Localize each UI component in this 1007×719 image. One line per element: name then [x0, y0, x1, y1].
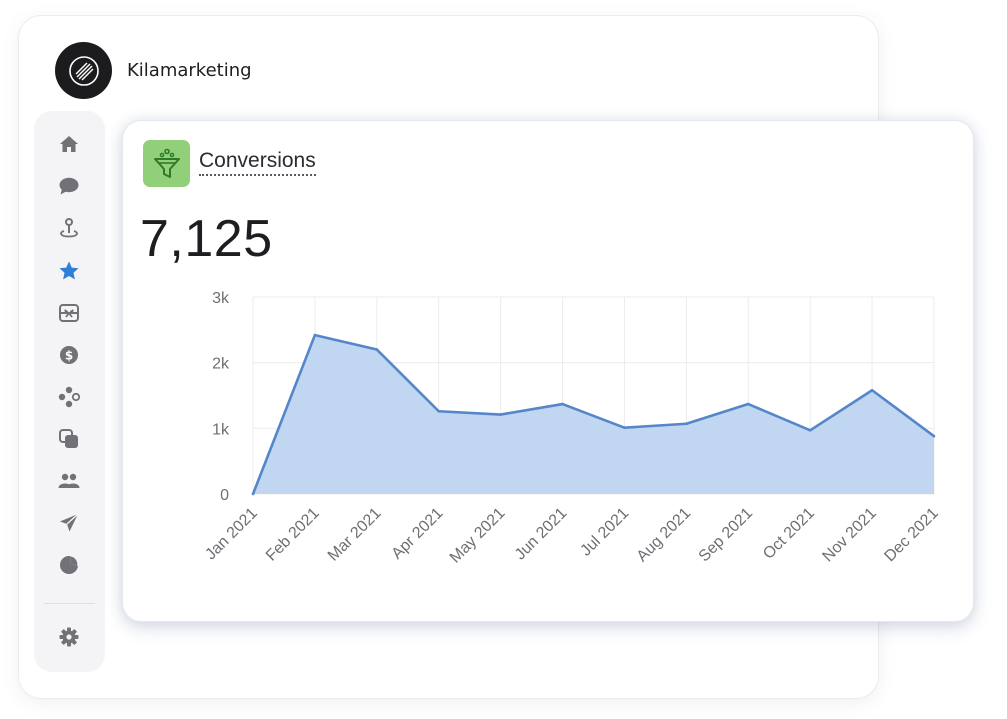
location-pin-icon — [60, 218, 78, 238]
x-tick-label: Oct 2021 — [760, 505, 818, 563]
home-icon — [60, 136, 78, 152]
data-point — [499, 413, 502, 416]
sidebar-item-billing[interactable]: $ — [57, 343, 81, 367]
data-point — [870, 388, 874, 392]
data-point — [685, 422, 688, 426]
gift-card-icon — [59, 304, 79, 322]
conversions-card: Conversions 7,125 0 1k 2k 3k Jan 2021 Feb 202… — [123, 121, 973, 621]
x-tick-label: Aug 2021 — [634, 505, 695, 566]
y-tick-label: 0 — [220, 487, 229, 504]
data-point — [808, 429, 812, 432]
y-tick-label: 3k — [212, 290, 230, 307]
x-tick-label: Jan 2021 — [202, 505, 261, 564]
conversions-chart: 0 1k 2k 3k Jan 2021 Feb 2021 Mar 2021 Apr 2021 M… — [202, 290, 942, 567]
data-point — [623, 426, 626, 429]
x-tick-label: May 2021 — [447, 505, 509, 567]
brand: Kilamarketing — [55, 42, 252, 99]
funnel-icon — [153, 148, 180, 178]
data-point — [437, 409, 441, 413]
card-icon — [143, 140, 190, 187]
sidebar-item-integrations[interactable] — [57, 385, 81, 409]
x-tick-label: Feb 2021 — [263, 505, 323, 565]
data-point — [746, 402, 750, 406]
sidebar-item-settings[interactable] — [57, 625, 81, 649]
star-icon — [59, 261, 79, 280]
send-icon — [60, 513, 79, 532]
pages-icon — [59, 429, 78, 448]
integrations-icon — [58, 386, 81, 408]
x-tick-label: Sep 2021 — [696, 505, 757, 566]
sidebar-item-favorites[interactable] — [57, 259, 81, 283]
brand-name: Kilamarketing — [127, 60, 252, 81]
brand-logo[interactable] — [55, 42, 112, 99]
sidebar-item-chat[interactable] — [57, 174, 81, 198]
sidebar-item-reports[interactable] — [57, 553, 81, 577]
x-tick-label: Mar 2021 — [325, 505, 385, 565]
sidebar-item-location[interactable] — [57, 216, 81, 240]
series-line — [251, 333, 935, 495]
logo-icon — [68, 55, 99, 86]
data-point — [375, 348, 379, 351]
series-area — [253, 335, 934, 494]
x-tick-label: Jul 2021 — [577, 505, 632, 560]
sidebar-item-pages[interactable] — [57, 427, 81, 451]
svg-text:$: $ — [65, 349, 73, 363]
y-tick-label: 2k — [212, 356, 230, 373]
users-icon — [58, 473, 80, 488]
sidebar-item-campaigns[interactable] — [57, 511, 81, 535]
x-tick-label: Dec 2021 — [881, 505, 942, 566]
sidebar-item-gift-card[interactable] — [57, 301, 81, 325]
y-tick-label: 1k — [212, 421, 230, 438]
data-point — [561, 402, 564, 406]
card-title[interactable]: Conversions — [199, 149, 316, 176]
x-tick-label: Nov 2021 — [819, 505, 880, 566]
x-tick-label: Apr 2021 — [389, 505, 447, 563]
sidebar-item-home[interactable] — [57, 132, 81, 156]
data-point — [251, 492, 255, 496]
conversions-value: 7,125 — [140, 210, 273, 268]
sidebar: $ — [34, 111, 105, 672]
sidebar-item-users[interactable] — [57, 469, 81, 493]
data-point — [932, 434, 936, 438]
data-point — [313, 333, 317, 337]
gear-icon — [59, 627, 79, 647]
x-tick-label: Jun 2021 — [512, 505, 571, 564]
dollar-icon: $ — [60, 346, 78, 364]
sidebar-divider — [44, 603, 95, 604]
pie-chart-icon — [60, 554, 80, 574]
chat-icon — [59, 177, 79, 195]
